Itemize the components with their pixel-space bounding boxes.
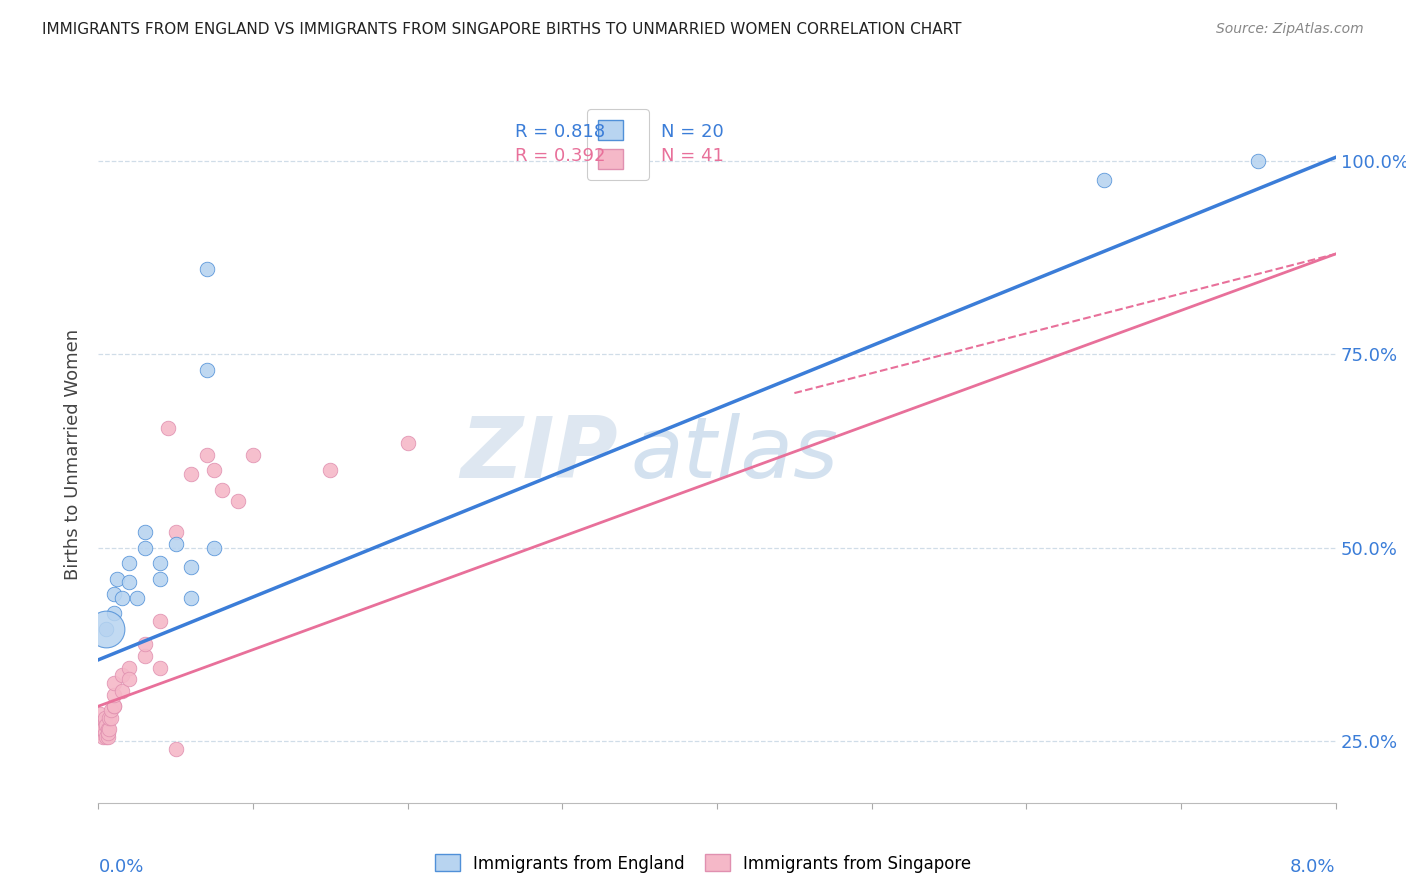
Point: [103, 699, 125, 714]
Point: [211, 483, 233, 497]
Text: 8.0%: 8.0%: [1291, 858, 1336, 877]
Point: [118, 660, 141, 674]
Point: [165, 537, 187, 551]
Point: [97, 726, 120, 740]
Point: [97, 730, 120, 744]
Point: [204, 541, 226, 555]
Text: Source: ZipAtlas.com: Source: ZipAtlas.com: [1216, 22, 1364, 37]
Text: N = 41: N = 41: [661, 147, 724, 165]
Point: [96, 718, 118, 732]
Point: [96, 622, 118, 636]
Point: [118, 672, 141, 686]
Point: [111, 668, 134, 682]
Point: [149, 660, 172, 674]
Point: [134, 648, 156, 663]
Point: [127, 591, 149, 605]
Point: [180, 591, 202, 605]
Point: [100, 711, 122, 725]
Point: [90, 718, 112, 732]
Point: [319, 463, 342, 477]
Text: R = 0.818: R = 0.818: [516, 123, 606, 141]
Point: [149, 572, 172, 586]
Text: ZIP: ZIP: [460, 413, 619, 497]
Point: [134, 637, 156, 651]
Point: [93, 726, 115, 740]
Point: [103, 699, 125, 714]
Point: [165, 741, 187, 756]
Point: [96, 622, 118, 636]
Point: [93, 711, 115, 725]
Point: [165, 525, 187, 540]
Point: [96, 730, 118, 744]
Point: [91, 714, 114, 729]
Point: [195, 363, 218, 377]
Point: [90, 726, 112, 740]
Point: [242, 448, 264, 462]
Point: [157, 421, 180, 435]
Text: atlas: atlas: [630, 413, 838, 497]
Text: N = 20: N = 20: [661, 123, 724, 141]
Point: [396, 436, 419, 450]
Point: [1247, 154, 1270, 169]
Point: [97, 723, 120, 737]
Point: [134, 525, 156, 540]
Point: [91, 730, 114, 744]
Point: [118, 575, 141, 590]
Point: [100, 703, 122, 717]
Point: [105, 572, 128, 586]
Point: [1092, 173, 1115, 187]
Point: [226, 494, 249, 508]
Point: [195, 448, 218, 462]
Point: [134, 541, 156, 555]
Text: 0.0%: 0.0%: [98, 858, 143, 877]
Point: [180, 560, 202, 574]
Point: [98, 723, 121, 737]
Legend: Immigrants from England, Immigrants from Singapore: Immigrants from England, Immigrants from…: [427, 847, 979, 880]
Point: [103, 587, 125, 601]
Point: [89, 706, 111, 721]
Point: [149, 556, 172, 570]
Point: [195, 262, 218, 277]
Point: [111, 591, 134, 605]
Point: [93, 714, 115, 729]
Text: IMMIGRANTS FROM ENGLAND VS IMMIGRANTS FROM SINGAPORE BIRTHS TO UNMARRIED WOMEN C: IMMIGRANTS FROM ENGLAND VS IMMIGRANTS FR…: [42, 22, 962, 37]
Point: [111, 683, 134, 698]
Point: [103, 676, 125, 690]
Point: [98, 711, 121, 725]
Point: [180, 467, 202, 482]
Point: [91, 723, 114, 737]
Text: R = 0.392: R = 0.392: [516, 147, 606, 165]
Point: [118, 556, 141, 570]
Point: [204, 463, 226, 477]
Point: [103, 607, 125, 621]
Y-axis label: Births to Unmarried Women: Births to Unmarried Women: [65, 329, 83, 581]
Point: [149, 614, 172, 628]
Legend: , : ,: [588, 109, 648, 179]
Point: [103, 688, 125, 702]
